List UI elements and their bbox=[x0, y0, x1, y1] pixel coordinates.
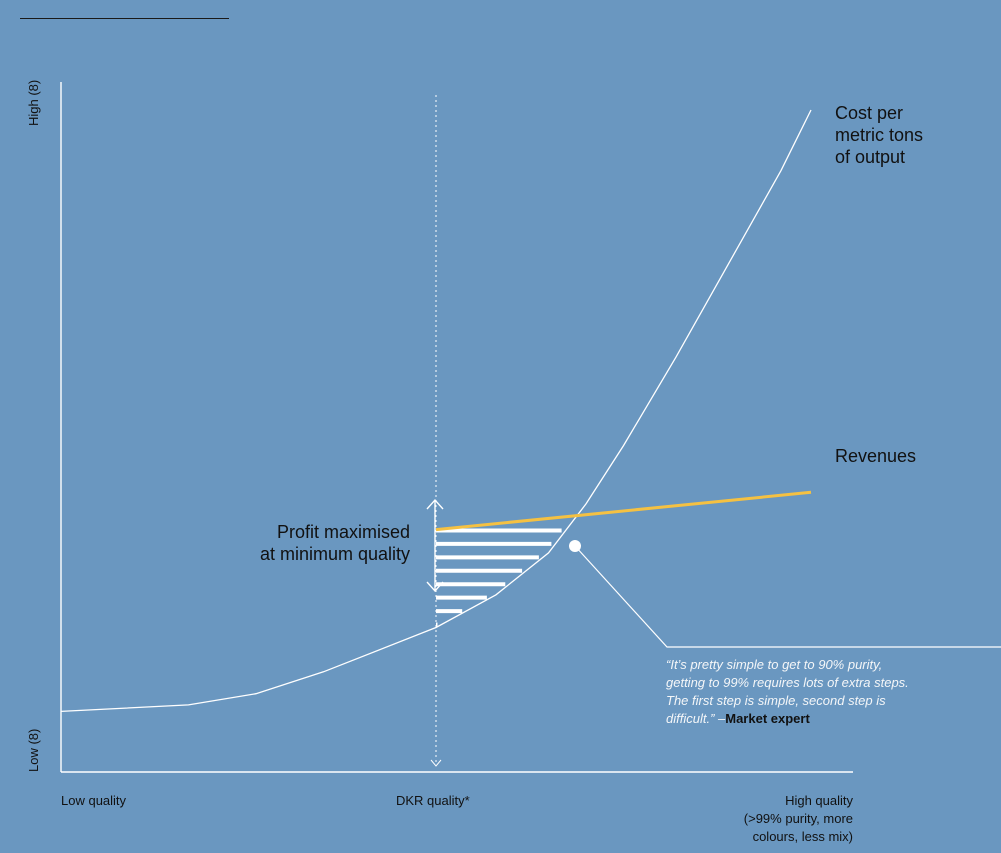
profit-hatching bbox=[436, 528, 562, 627]
profit-double-arrow-icon bbox=[426, 498, 444, 593]
dkr-arrow-icon bbox=[430, 759, 442, 767]
revenues-series-label: Revenues bbox=[835, 446, 917, 466]
profit-annotation: Profit maximised at minimum quality bbox=[259, 522, 410, 564]
cost-series-line bbox=[60, 109, 812, 713]
top-rule bbox=[20, 18, 229, 19]
expert-quote: “It’s pretty simple to get to 90% purity… bbox=[666, 656, 996, 728]
cost-series-label: Cost per metric tons of output bbox=[835, 103, 924, 167]
x-axis-mid-label: DKR quality* bbox=[396, 793, 470, 808]
revenues-series-line bbox=[435, 490, 812, 532]
x-axis-low-label: Low quality bbox=[61, 793, 127, 808]
quote-callout-line bbox=[569, 540, 1001, 648]
y-axis-high-label: High (8) bbox=[26, 79, 41, 126]
x-axis-high-label: High quality (>99% purity, more colours,… bbox=[743, 793, 853, 844]
quote-source: Market expert bbox=[725, 711, 810, 726]
quote-text: “It’s pretty simple to get to 90% purity… bbox=[666, 657, 909, 726]
y-axis-low-label: Low (8) bbox=[26, 728, 41, 772]
